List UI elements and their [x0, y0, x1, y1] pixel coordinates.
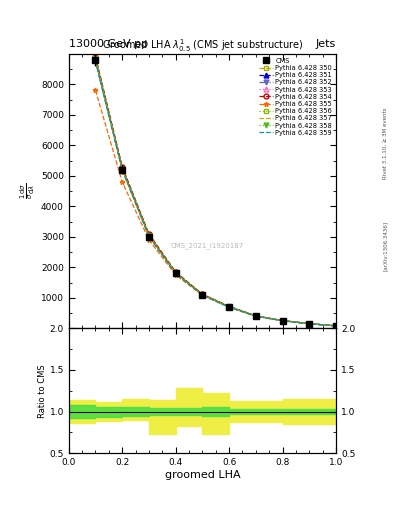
- Title: Groomed LHA $\lambda^{1}_{0.5}$ (CMS jet substructure): Groomed LHA $\lambda^{1}_{0.5}$ (CMS jet…: [102, 37, 303, 54]
- X-axis label: groomed LHA: groomed LHA: [165, 470, 240, 480]
- Legend: CMS, Pythia 6.428 350, Pythia 6.428 351, Pythia 6.428 352, Pythia 6.428 353, Pyt: CMS, Pythia 6.428 350, Pythia 6.428 351,…: [258, 57, 333, 136]
- Y-axis label: Ratio to CMS: Ratio to CMS: [38, 364, 47, 417]
- Text: Jets: Jets: [316, 38, 336, 49]
- Text: CMS_2021_I1920187: CMS_2021_I1920187: [171, 243, 244, 249]
- Y-axis label: $\frac{1}{\sigma}\frac{\mathrm{d}\sigma}{\mathrm{d}\lambda}$: $\frac{1}{\sigma}\frac{\mathrm{d}\sigma}…: [18, 183, 37, 199]
- Text: [arXiv:1306.3436]: [arXiv:1306.3436]: [383, 221, 387, 271]
- Text: Rivet 3.1.10, ≥ 3M events: Rivet 3.1.10, ≥ 3M events: [383, 108, 387, 179]
- Text: 13000 GeV pp: 13000 GeV pp: [69, 38, 148, 49]
